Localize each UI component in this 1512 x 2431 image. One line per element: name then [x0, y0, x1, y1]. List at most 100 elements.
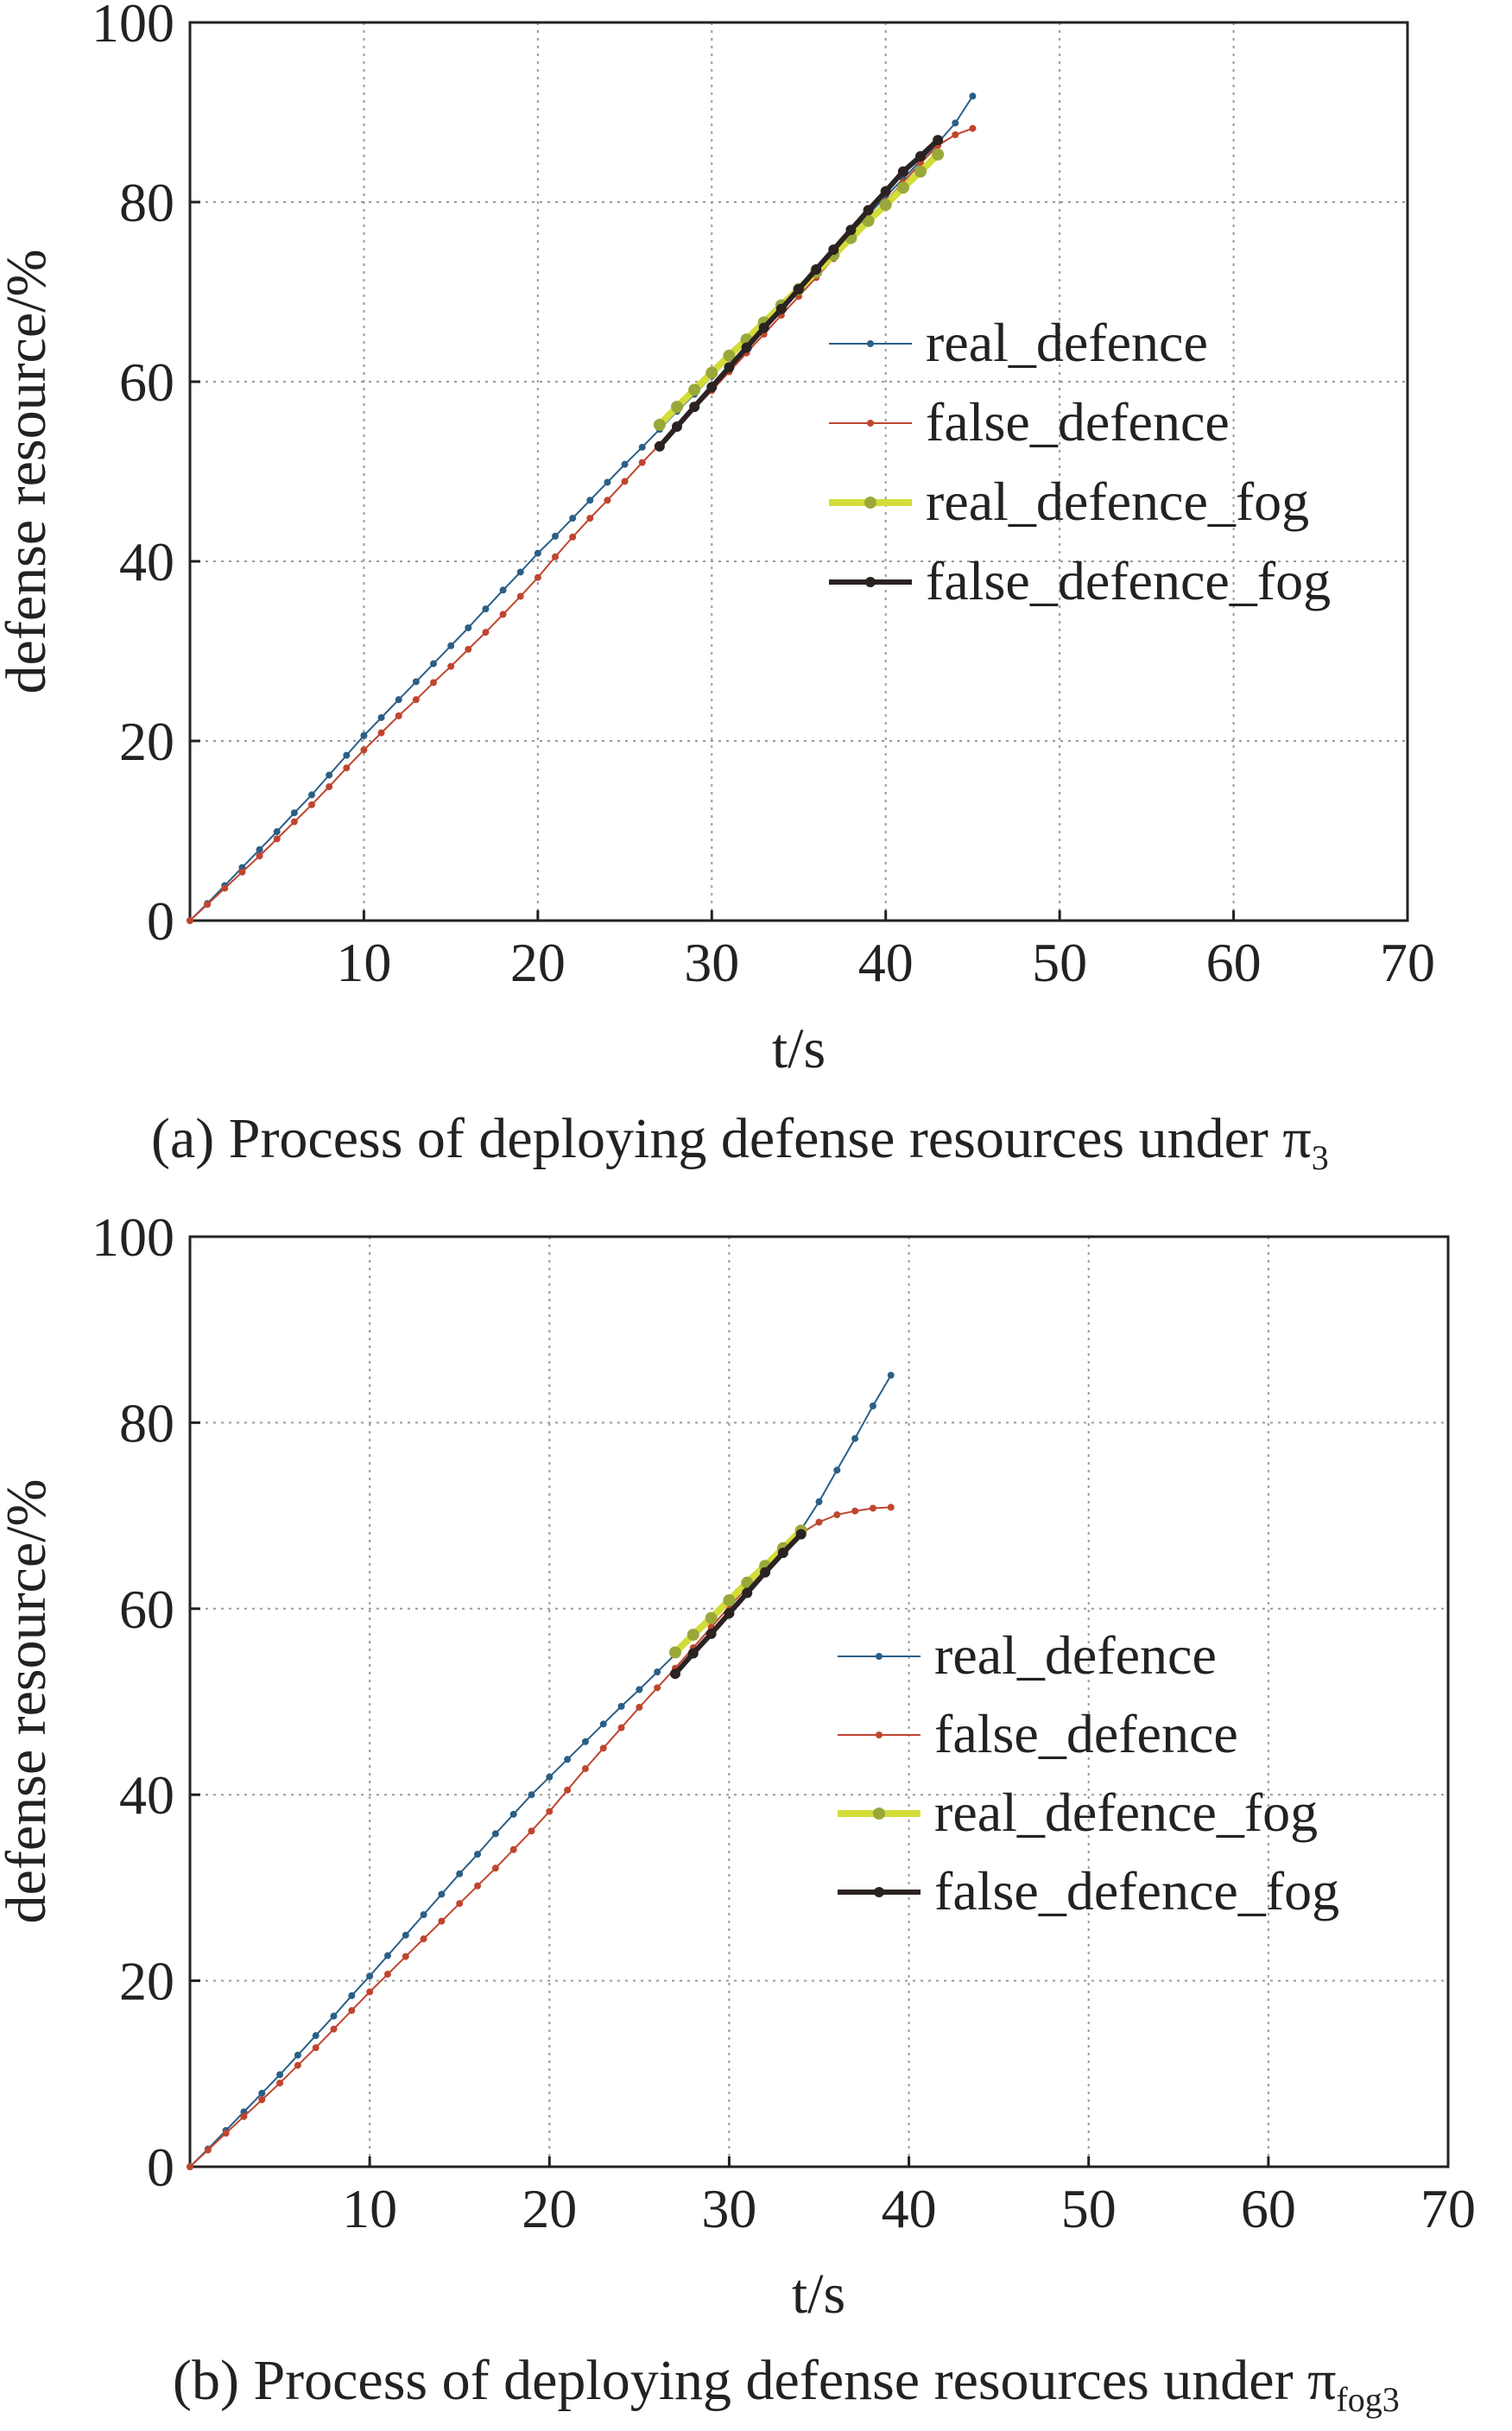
x-tick-label: 70	[1380, 932, 1435, 993]
y-axis-label-b: defense resource/%	[0, 1479, 58, 1924]
data-point-real-defence-fog	[668, 1646, 681, 1659]
data-point-false-defence	[221, 884, 229, 892]
data-point-false-defence-fog	[689, 402, 700, 413]
caption-b-sub: fog3	[1336, 2380, 1399, 2419]
data-point-real-defence	[383, 1952, 391, 1959]
data-point-real-defence-fog	[879, 199, 892, 212]
y-tick-label: 60	[119, 351, 174, 413]
data-point-false-defence-fog	[724, 1608, 735, 1619]
data-point-false-defence	[258, 2096, 266, 2104]
y-ticks-b: 0 20 40 60 80 100	[92, 1206, 200, 2198]
data-point-real-defence	[308, 791, 315, 799]
data-point-real-defence	[474, 1851, 482, 1858]
data-point-real-defence	[326, 771, 333, 779]
data-point-false-defence	[499, 611, 507, 618]
legend-a: real_defence false_defence real_defence_fo…	[829, 312, 1331, 611]
data-point-false-defence	[969, 124, 977, 132]
data-point-false-defence	[474, 1882, 482, 1890]
legend-marker-false-defence-fog	[874, 1887, 884, 1897]
data-point-false-defence	[456, 1900, 464, 1908]
x-tick-label: 60	[1206, 932, 1262, 993]
series-layer-a	[187, 92, 977, 924]
data-point-real-defence	[412, 678, 420, 686]
data-point-real-defence	[312, 2032, 319, 2040]
data-point-false-defence	[447, 662, 455, 670]
data-point-real-defence	[869, 1402, 876, 1410]
data-point-false-defence	[308, 801, 315, 808]
data-point-real-defence	[952, 119, 959, 127]
data-point-real-defence-fog	[896, 181, 909, 194]
data-point-real-defence	[815, 1497, 823, 1505]
data-point-false-defence	[599, 1744, 607, 1752]
chart-panel-a: 10 20 30 40 50 60 70 0 20 40 60 80 100 real_defence…	[0, 0, 1435, 1177]
data-point-false-defence	[482, 629, 490, 636]
data-point-false-defence	[465, 645, 472, 653]
data-point-false-defence	[383, 1971, 391, 1978]
data-point-real-defence	[330, 2012, 338, 2020]
legend-marker-false-defence-fog	[865, 577, 876, 587]
data-point-false-defence	[815, 1518, 823, 1526]
x-ticks-b: 10 20 30 40 50 60 70	[342, 2156, 1476, 2239]
chart-panel-b: 10 20 30 40 50 60 70 0 20 40 60 80 100 real_defence…	[0, 1206, 1476, 2419]
x-tick-label: 10	[336, 932, 391, 993]
data-point-real-defence	[395, 696, 402, 704]
data-point-real-defence	[430, 660, 437, 668]
data-point-real-defence	[256, 845, 263, 853]
data-point-real-defence	[969, 92, 977, 100]
data-point-real-defence	[360, 731, 368, 739]
data-point-false-defence-fog	[724, 362, 735, 373]
data-point-false-defence-fog	[672, 421, 682, 432]
data-point-false-defence	[204, 901, 212, 908]
x-tick-label: 70	[1420, 2178, 1476, 2239]
x-tick-label: 30	[684, 932, 739, 993]
data-point-false-defence	[360, 746, 368, 754]
y-tick-label: 80	[119, 1392, 174, 1453]
data-point-false-defence	[294, 2061, 301, 2069]
legend-label-false-defence: false_defence	[934, 1703, 1238, 1764]
data-point-false-defence	[586, 515, 594, 522]
data-point-false-defence	[222, 2130, 230, 2137]
x-tick-label: 10	[342, 2178, 397, 2239]
data-point-false-defence	[564, 1786, 572, 1794]
data-point-false-defence	[636, 1703, 643, 1711]
data-point-real-defence-fog	[723, 349, 736, 362]
data-point-false-defence-fog	[777, 1548, 788, 1559]
legend-item-false-defence: false_defence	[829, 391, 1230, 453]
data-point-false-defence	[604, 497, 611, 504]
data-point-real-defence	[617, 1702, 625, 1710]
data-point-real-defence	[294, 2051, 301, 2059]
data-point-real-defence-fog	[686, 1628, 699, 1641]
data-point-false-defence-fog	[897, 166, 908, 177]
data-point-false-defence-fog	[880, 186, 891, 197]
data-point-real-defence	[851, 1434, 859, 1442]
data-point-false-defence-fog	[741, 342, 752, 353]
y-tick-label: 40	[119, 1764, 174, 1826]
series-real-defence-fog-b	[668, 1524, 807, 1659]
data-point-false-defence	[617, 1724, 625, 1731]
data-point-real-defence	[621, 460, 629, 468]
series-real-defence-a	[187, 92, 977, 924]
data-point-real-defence-fog	[705, 366, 718, 379]
data-point-real-defence-fog	[705, 1611, 718, 1624]
data-point-real-defence	[586, 497, 594, 504]
x-tick-label: 60	[1241, 2178, 1296, 2239]
gridlines-a	[190, 22, 1408, 921]
data-point-real-defence	[343, 751, 351, 759]
x-tick-label: 50	[1061, 2178, 1117, 2239]
data-point-false-defence	[256, 852, 263, 860]
data-point-real-defence	[420, 1911, 427, 1919]
x-tick-label: 40	[882, 2178, 937, 2239]
data-point-false-defence-fog	[845, 225, 857, 236]
data-point-false-defence-fog	[863, 205, 874, 216]
data-point-false-defence-fog	[669, 1668, 680, 1680]
data-point-real-defence-fog	[653, 418, 666, 431]
legend-item-false-defence: false_defence	[838, 1703, 1238, 1764]
y-axis-label-a: defense resource/%	[0, 250, 58, 694]
data-point-real-defence	[438, 1890, 446, 1898]
data-point-false-defence	[887, 1504, 895, 1511]
data-point-false-defence-fog	[795, 1529, 807, 1540]
data-point-false-defence	[569, 533, 577, 541]
legend-label-real-defence-fog: real_defence_fog	[926, 471, 1309, 532]
x-ticks-a: 10 20 30 40 50 60 70	[336, 910, 1435, 993]
